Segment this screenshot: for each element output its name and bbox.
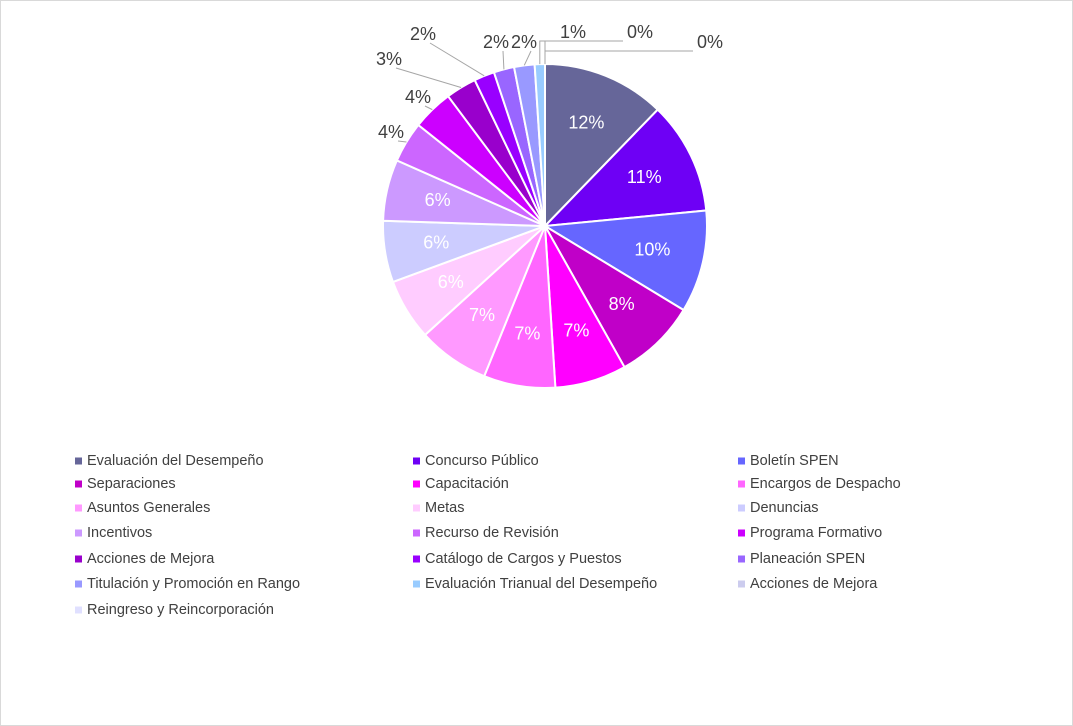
legend-swatch — [738, 480, 745, 488]
legend-label: Evaluación Trianual del Desempeño — [425, 576, 657, 592]
legend-swatch — [75, 606, 82, 614]
legend-swatch — [738, 504, 745, 512]
legend-swatch — [738, 457, 745, 465]
leader-line — [502, 50, 505, 70]
slice-label: 3% — [376, 49, 402, 69]
slice-label: 6% — [423, 232, 449, 252]
leader-line — [523, 50, 532, 66]
legend-label: Concurso Público — [425, 453, 539, 469]
slice-label: 7% — [514, 323, 540, 343]
legend-label: Planeación SPEN — [750, 551, 865, 567]
leader-line — [395, 67, 462, 88]
slice-label: 7% — [469, 305, 495, 325]
legend-label: Reingreso y Reincorporación — [87, 602, 274, 618]
legend-label: Recurso de Revisión — [425, 525, 559, 541]
slice-label: 6% — [425, 190, 451, 210]
legend-swatch — [738, 555, 745, 563]
legend-swatch — [75, 457, 82, 465]
legend-label: Acciones de Mejora — [750, 576, 878, 592]
slice-label: 4% — [405, 87, 431, 107]
legend-label: Encargos de Despacho — [750, 476, 901, 492]
slice-label: 12% — [568, 113, 604, 133]
legend-label: Acciones de Mejora — [87, 551, 215, 567]
slice-label: 2% — [511, 32, 537, 52]
legend-swatch — [413, 555, 420, 563]
legend-swatch — [413, 480, 420, 488]
legend-label: Separaciones — [87, 476, 176, 492]
legend-label: Capacitación — [425, 476, 509, 492]
slice-label: 1% — [560, 22, 586, 42]
pie-slice — [541, 209, 708, 312]
legend-swatch — [413, 529, 420, 537]
legend-swatch — [413, 504, 420, 512]
leader-line — [544, 50, 693, 64]
legend-swatch — [738, 529, 745, 537]
slice-label: 11% — [627, 167, 662, 187]
slice-label: 8% — [609, 294, 635, 314]
legend-label: Denuncias — [750, 500, 819, 516]
legend-swatch — [738, 580, 745, 588]
pie-slice — [542, 108, 708, 228]
slice-label: 2% — [483, 32, 509, 52]
legend-swatch — [75, 555, 82, 563]
slice-label: 0% — [697, 32, 723, 52]
legend-swatch — [413, 457, 420, 465]
pie-slice — [544, 62, 660, 229]
slice-label: 10% — [634, 239, 670, 259]
leader-line — [397, 140, 407, 143]
legend-label: Programa Formativo — [750, 525, 882, 541]
legend-swatch — [75, 580, 82, 588]
legend-label: Incentivos — [87, 525, 152, 541]
slice-label: 7% — [563, 320, 589, 340]
legend-label: Evaluación del Desempeño — [87, 453, 264, 469]
legend-swatch — [75, 504, 82, 512]
legend-label: Catálogo de Cargos y Puestos — [425, 551, 622, 567]
legend-label: Boletín SPEN — [750, 453, 839, 469]
leader-line — [424, 105, 433, 111]
legend-swatch — [75, 529, 82, 537]
legend-label: Asuntos Generales — [87, 500, 210, 516]
legend-label: Titulación y Promoción en Rango — [87, 576, 300, 592]
legend-label: Metas — [425, 500, 465, 516]
slice-label: 2% — [410, 24, 436, 44]
slice-label: 0% — [627, 22, 653, 42]
slice-label: 6% — [438, 272, 464, 292]
legend-swatch — [413, 580, 420, 588]
slice-label: 4% — [378, 122, 404, 142]
leader-line — [429, 42, 485, 77]
legend-swatch — [75, 480, 82, 488]
